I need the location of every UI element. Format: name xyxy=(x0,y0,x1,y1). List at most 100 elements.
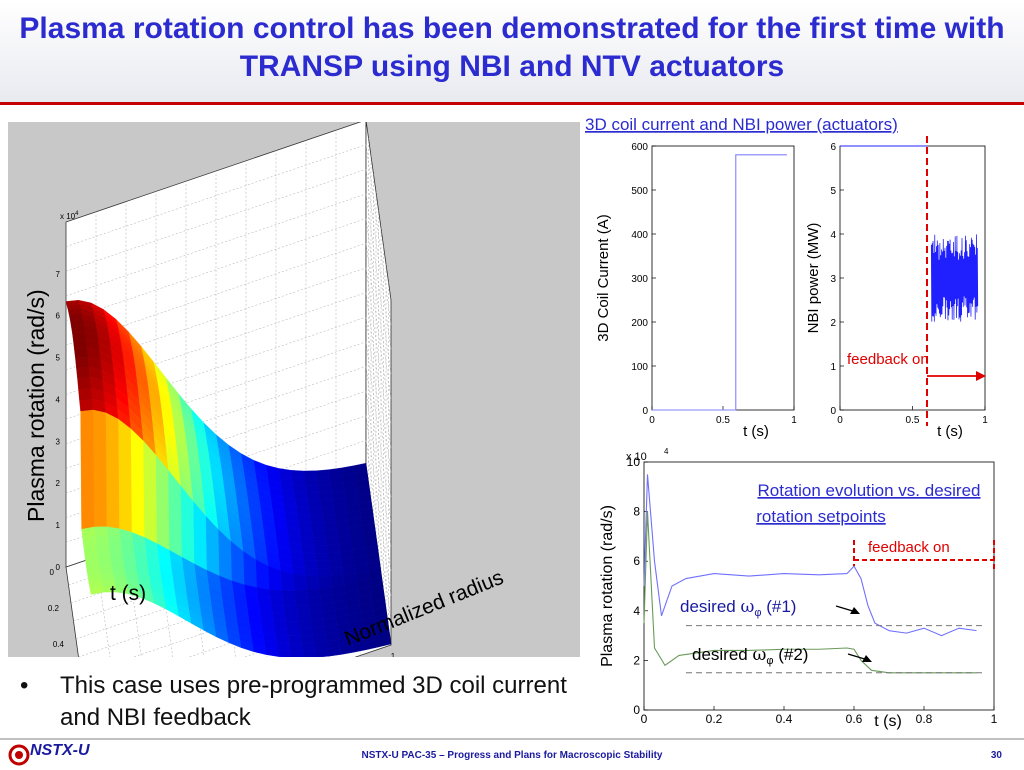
x-tick-label: 0.5 xyxy=(906,415,920,426)
surface-patch xyxy=(319,499,334,508)
surface-patch xyxy=(269,597,284,607)
surface-patch xyxy=(299,529,314,539)
surface-patch xyxy=(277,649,292,657)
setpoint-label: desired ωφ (#2) xyxy=(692,645,808,667)
surface-patch xyxy=(274,627,289,637)
surface-patch xyxy=(309,515,324,523)
surface-patch xyxy=(312,537,327,546)
y-tick-label: 2 xyxy=(830,318,836,329)
title-bar xyxy=(0,0,1024,105)
y-exponent-power: 4 xyxy=(664,448,669,456)
surface-patch xyxy=(272,612,287,622)
surface-patch xyxy=(155,454,170,551)
surface-patch xyxy=(76,366,91,379)
surface-patch xyxy=(77,377,92,390)
wall-grid-line xyxy=(65,193,367,297)
surface-patch xyxy=(99,567,114,575)
series-line xyxy=(652,154,787,411)
x-axis-label: t (s) xyxy=(743,423,769,440)
bullet-text: This case uses pre-programmed 3D coil cu… xyxy=(60,672,567,731)
surface-patch xyxy=(294,597,309,607)
surface-patch xyxy=(105,412,120,529)
nbi-modulated-series xyxy=(930,234,979,322)
surface-patch xyxy=(323,521,338,531)
surface-patch xyxy=(286,628,301,637)
surface-patch xyxy=(73,338,88,350)
surface-patch xyxy=(303,559,318,569)
surface-patch xyxy=(308,507,323,516)
nstx-logo-icon xyxy=(8,744,30,766)
surface-patch xyxy=(94,535,109,545)
surface-patch xyxy=(312,633,327,643)
surface-patch xyxy=(317,484,332,494)
z-tick-label: 3 xyxy=(56,437,61,446)
y-tick-label: 6 xyxy=(633,554,640,568)
x-tick-label: 0.4 xyxy=(776,712,793,726)
surface-patch xyxy=(291,477,306,486)
surface-patch xyxy=(302,552,317,562)
surface-patch xyxy=(289,650,304,657)
surface-z-axis-label: Plasma rotation (rad/s) xyxy=(23,289,49,522)
footer-logo-text: NSTX-U xyxy=(30,742,90,759)
t-tick-label: 0.4 xyxy=(53,640,65,649)
z-tick-label: 2 xyxy=(56,479,61,488)
surface-patch xyxy=(292,573,307,591)
surface-patch xyxy=(97,552,112,561)
surface-patch xyxy=(317,575,332,590)
surface-patch xyxy=(310,522,325,531)
surface-patch xyxy=(281,590,296,599)
y-tick-label: 100 xyxy=(631,362,648,373)
surface-patch xyxy=(293,589,308,599)
surface-patch xyxy=(328,559,343,569)
setpoint-arrow-head-icon xyxy=(862,655,872,662)
surface-patch xyxy=(315,560,330,569)
surface-patch xyxy=(75,356,90,369)
surface-patch xyxy=(283,605,298,614)
x-tick-label: 1 xyxy=(982,415,988,426)
surface-patch xyxy=(311,529,326,539)
y-tick-label: 0 xyxy=(830,406,836,417)
x-tick-label: 1 xyxy=(791,415,797,426)
surface-patch xyxy=(74,347,89,359)
footer: NSTX-U NSTX-U PAC-35 – Progress and Plan… xyxy=(0,738,1024,770)
surface-patch xyxy=(300,635,315,644)
surface-patch xyxy=(294,499,309,509)
surface-patch xyxy=(295,506,311,516)
setpoint-arrow-head-icon xyxy=(850,607,860,614)
x-tick-label: 0.6 xyxy=(846,712,863,726)
surface-patch xyxy=(316,568,331,577)
r-tick-label: 1 xyxy=(391,652,396,657)
surface-patch xyxy=(307,596,322,606)
t-tick-label: 0 xyxy=(50,568,55,577)
y-tick-label: 8 xyxy=(633,505,640,519)
feedback-on-label: feedback on xyxy=(847,351,929,368)
surface-patch xyxy=(305,575,320,591)
z-tick-label: 1 xyxy=(56,521,61,530)
surface-patch xyxy=(79,398,94,412)
x-tick-label: 1 xyxy=(991,712,998,726)
surface-patch xyxy=(142,440,157,544)
surface-patch xyxy=(304,477,319,486)
y-axis-label: 3D Coil Current (A) xyxy=(595,214,612,342)
y-tick-label: 4 xyxy=(633,604,640,618)
rotation-surface-plot: 0123456700.20.40.60.8100.10.20.30.40.50.… xyxy=(8,122,580,657)
surface-patch xyxy=(95,544,111,553)
plot-area xyxy=(643,461,995,711)
y-tick-label: 3 xyxy=(830,274,836,285)
nbi-power-chart: 0 0.5 1 0 1 2 3 4 5 6 NBI power (MW) t (s) feedback … xyxy=(805,136,988,440)
setpoint-label: desired ωφ (#1) xyxy=(680,597,796,619)
y-tick-label: 10 xyxy=(627,455,641,469)
surface-patch xyxy=(275,634,290,644)
surface-patch xyxy=(306,588,321,598)
surface-patch xyxy=(318,491,333,501)
y-tick-label: 5 xyxy=(830,186,836,197)
y-tick-label: 200 xyxy=(631,318,648,329)
surface-t-axis-label: t (s) xyxy=(110,582,146,605)
surface-patch xyxy=(100,573,115,581)
slide-title: Plasma rotation control has been demonst… xyxy=(19,12,1005,83)
surface-patch xyxy=(89,586,104,595)
x-tick-label: 0.5 xyxy=(716,415,730,426)
x-tick-label: 0.2 xyxy=(706,712,723,726)
surface-patch xyxy=(268,589,283,599)
